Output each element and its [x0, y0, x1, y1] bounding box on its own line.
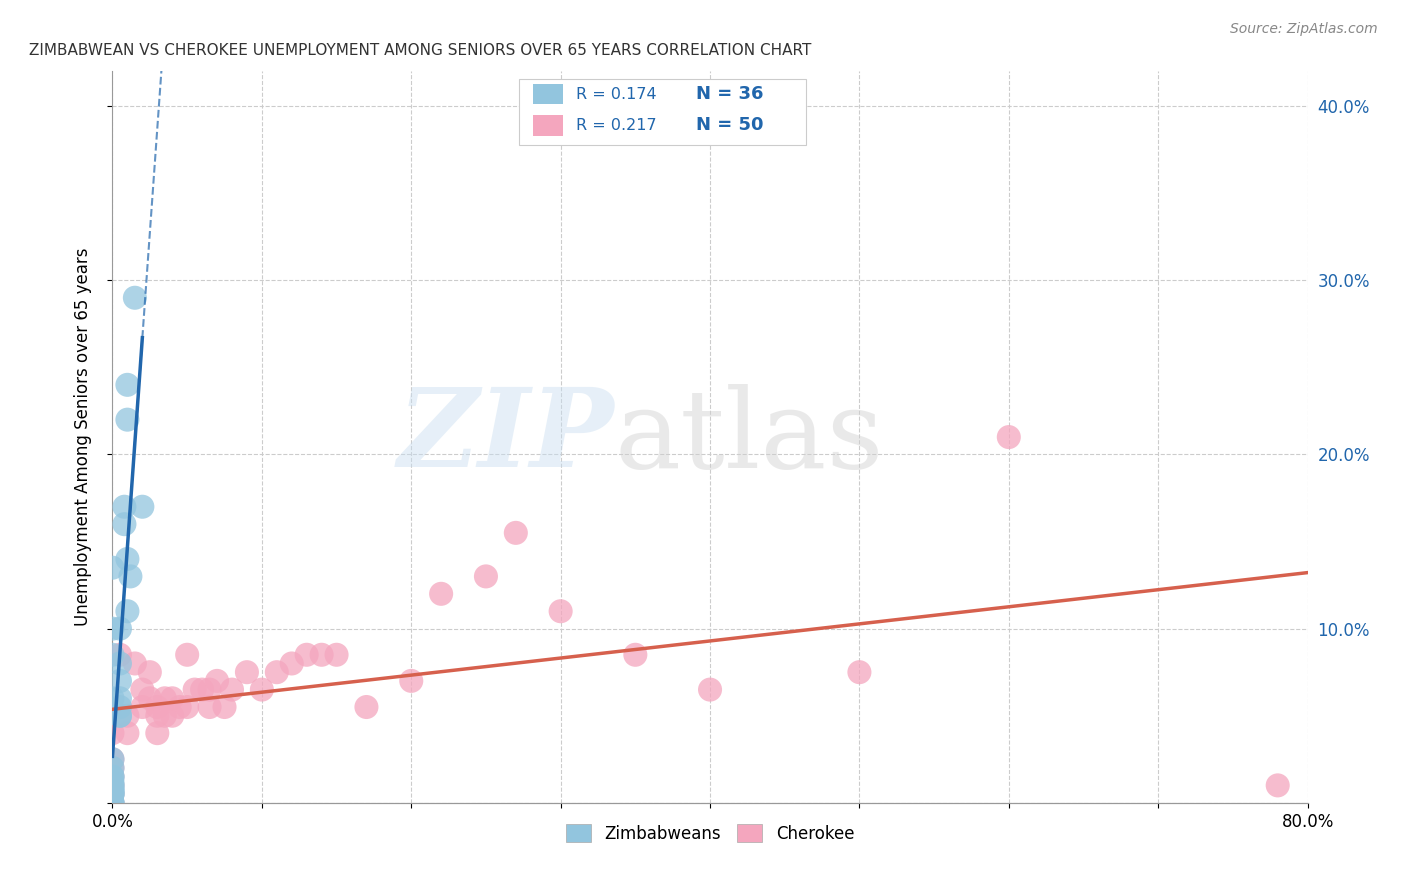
- Point: [108, 622, 131, 636]
- Point: [699, 682, 721, 697]
- Point: [108, 700, 131, 714]
- Point: [505, 525, 527, 540]
- Point: [1267, 778, 1289, 792]
- Point: [101, 770, 124, 784]
- Point: [311, 648, 333, 662]
- Point: [221, 682, 243, 697]
- Point: [108, 657, 131, 671]
- Point: [198, 700, 221, 714]
- Point: [146, 708, 169, 723]
- Point: [169, 700, 191, 714]
- Point: [117, 412, 139, 426]
- Point: [250, 682, 273, 697]
- Point: [101, 648, 124, 662]
- Point: [325, 648, 347, 662]
- Point: [114, 500, 135, 514]
- Point: [101, 787, 124, 801]
- Text: ZIP: ZIP: [398, 384, 614, 491]
- Point: [101, 796, 124, 810]
- Point: [146, 726, 169, 740]
- Point: [101, 560, 124, 574]
- Text: R = 0.174: R = 0.174: [576, 87, 657, 102]
- Point: [624, 648, 647, 662]
- Legend: Zimbabweans, Cherokee: Zimbabweans, Cherokee: [560, 818, 860, 849]
- Point: [101, 770, 124, 784]
- Point: [848, 665, 870, 680]
- Point: [117, 708, 139, 723]
- Point: [139, 691, 162, 706]
- Point: [101, 622, 124, 636]
- Point: [101, 775, 124, 789]
- Point: [101, 783, 124, 797]
- Point: [236, 665, 259, 680]
- Point: [101, 781, 124, 796]
- Point: [108, 648, 131, 662]
- FancyBboxPatch shape: [533, 84, 562, 104]
- Point: [101, 752, 124, 766]
- Text: R = 0.217: R = 0.217: [576, 118, 657, 133]
- Point: [131, 682, 153, 697]
- Point: [101, 787, 124, 801]
- Point: [101, 787, 124, 801]
- Point: [101, 761, 124, 775]
- Point: [139, 665, 162, 680]
- FancyBboxPatch shape: [533, 115, 562, 136]
- Point: [117, 604, 139, 618]
- Point: [120, 569, 142, 583]
- Point: [162, 708, 183, 723]
- Point: [101, 691, 124, 706]
- Point: [475, 569, 498, 583]
- Point: [108, 708, 131, 723]
- Point: [281, 657, 304, 671]
- Point: [146, 700, 169, 714]
- Point: [117, 377, 139, 392]
- Point: [153, 708, 176, 723]
- Point: [430, 587, 453, 601]
- Point: [101, 796, 124, 810]
- Point: [101, 796, 124, 810]
- Text: atlas: atlas: [614, 384, 884, 491]
- Point: [101, 778, 124, 792]
- Point: [101, 770, 124, 784]
- Text: ZIMBABWEAN VS CHEROKEE UNEMPLOYMENT AMONG SENIORS OVER 65 YEARS CORRELATION CHAR: ZIMBABWEAN VS CHEROKEE UNEMPLOYMENT AMON…: [28, 43, 811, 58]
- Text: N = 50: N = 50: [696, 117, 763, 135]
- Point: [101, 752, 124, 766]
- Point: [153, 691, 176, 706]
- Point: [131, 700, 153, 714]
- Text: N = 36: N = 36: [696, 85, 763, 103]
- Point: [266, 665, 288, 680]
- Point: [101, 778, 124, 792]
- Point: [191, 682, 214, 697]
- Point: [131, 500, 153, 514]
- Point: [356, 700, 378, 714]
- Point: [295, 648, 318, 662]
- Y-axis label: Unemployment Among Seniors over 65 years: Unemployment Among Seniors over 65 years: [73, 248, 91, 626]
- Point: [108, 673, 131, 688]
- Point: [124, 657, 146, 671]
- Point: [108, 691, 131, 706]
- Point: [176, 648, 198, 662]
- Point: [101, 726, 124, 740]
- Point: [108, 708, 131, 723]
- Point: [117, 552, 139, 566]
- Point: [114, 517, 135, 532]
- FancyBboxPatch shape: [519, 78, 806, 145]
- Point: [101, 796, 124, 810]
- Point: [117, 726, 139, 740]
- Point: [214, 700, 236, 714]
- Point: [198, 682, 221, 697]
- Point: [183, 682, 205, 697]
- Text: Source: ZipAtlas.com: Source: ZipAtlas.com: [1230, 22, 1378, 37]
- Point: [101, 778, 124, 792]
- Point: [401, 673, 423, 688]
- Point: [176, 700, 198, 714]
- Point: [101, 787, 124, 801]
- Point: [205, 673, 228, 688]
- Point: [101, 783, 124, 797]
- Point: [162, 691, 183, 706]
- Point: [998, 430, 1021, 444]
- Point: [550, 604, 572, 618]
- Point: [101, 761, 124, 775]
- Point: [124, 291, 146, 305]
